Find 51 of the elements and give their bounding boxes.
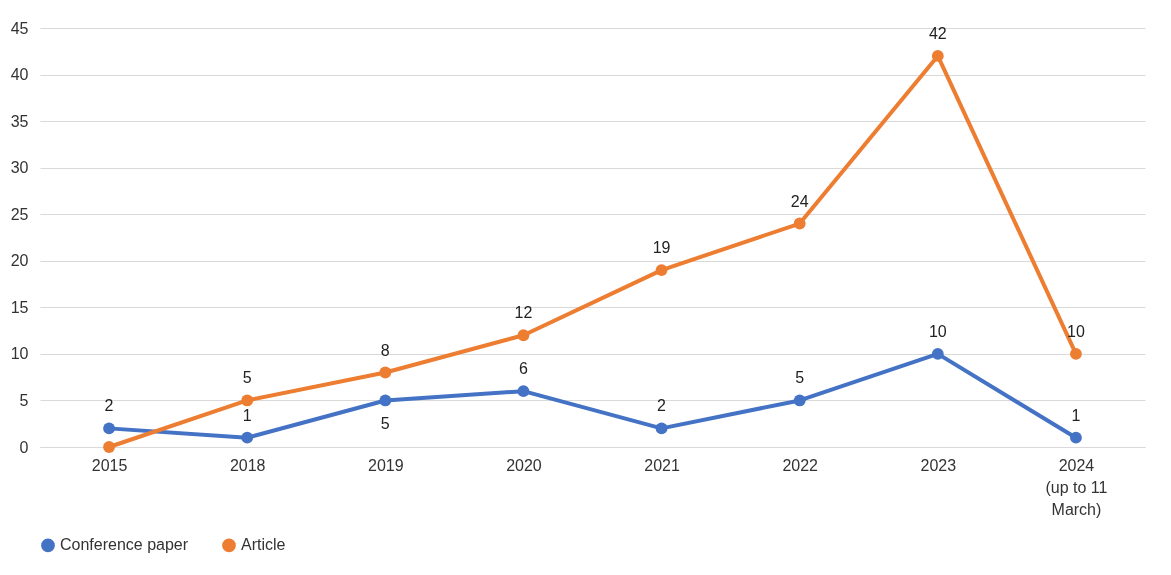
point <box>655 422 668 435</box>
y-tick-label: 25 <box>10 205 29 223</box>
x-tick-label: 2020 <box>506 456 542 474</box>
y-tick-label: 35 <box>10 112 29 130</box>
point <box>103 441 115 453</box>
y-tick-label: 20 <box>10 252 29 270</box>
data-label: 42 <box>928 24 947 42</box>
point <box>517 329 530 342</box>
data-label: 5 <box>380 415 390 433</box>
data-label: 2 <box>657 397 667 415</box>
data-label: 10 <box>1067 322 1085 340</box>
point <box>379 394 392 407</box>
x-tick-label: 2021 <box>644 456 680 474</box>
data-label: 24 <box>790 192 809 210</box>
y-tick-label: 45 <box>10 19 29 37</box>
point <box>793 217 806 230</box>
point <box>931 347 944 360</box>
y-tick-label: 30 <box>10 159 29 177</box>
point <box>517 385 530 398</box>
point <box>241 431 254 444</box>
data-label: 10 <box>928 322 947 340</box>
y-tick-label: 5 <box>19 391 29 409</box>
data-label: 8 <box>380 341 390 359</box>
data-label: 5 <box>242 369 252 387</box>
y-tick-label: 15 <box>10 298 29 316</box>
x-tick-label: 2024 (up to 11 March) <box>1045 456 1108 518</box>
point <box>931 50 944 62</box>
data-label: 12 <box>514 304 533 322</box>
x-tick-label: 2015 <box>91 456 128 474</box>
y-tick-label: 0 <box>19 438 29 456</box>
point <box>1070 347 1082 360</box>
point <box>379 366 392 379</box>
x-tick-label: 2022 <box>782 456 819 474</box>
legend-label: Conference paper <box>60 536 189 554</box>
data-label: 1 <box>242 406 252 424</box>
data-label: 1 <box>1071 406 1081 424</box>
data-label: 19 <box>652 239 671 257</box>
y-tick-label: 10 <box>10 345 29 363</box>
x-tick-label: 2019 <box>368 456 404 474</box>
point <box>103 422 115 435</box>
x-tick-label: 2018 <box>229 456 266 474</box>
point <box>655 264 668 276</box>
point <box>793 394 806 407</box>
data-label: 5 <box>795 369 805 387</box>
data-label: 2 <box>104 397 114 415</box>
point <box>1070 431 1082 444</box>
data-label: 6 <box>518 360 528 378</box>
point <box>241 394 254 407</box>
legend-label: Article <box>241 536 286 554</box>
x-tick-label: 2023 <box>920 456 957 474</box>
y-tick-label: 40 <box>10 66 29 84</box>
